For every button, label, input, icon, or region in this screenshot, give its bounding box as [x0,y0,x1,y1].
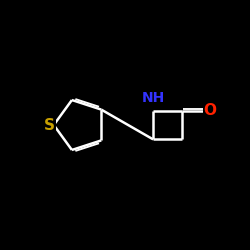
Text: O: O [204,103,216,118]
Text: S: S [44,118,55,132]
Text: NH: NH [142,91,165,105]
